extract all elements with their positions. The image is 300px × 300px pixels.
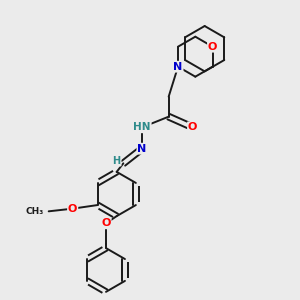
Text: O: O — [68, 204, 77, 214]
Text: HN: HN — [133, 122, 151, 132]
Text: O: O — [208, 42, 217, 52]
Text: H: H — [112, 156, 121, 166]
Text: N: N — [137, 144, 147, 154]
Text: CH₃: CH₃ — [25, 207, 44, 216]
Text: O: O — [101, 218, 111, 228]
Text: O: O — [188, 122, 197, 132]
Text: N: N — [173, 62, 183, 72]
